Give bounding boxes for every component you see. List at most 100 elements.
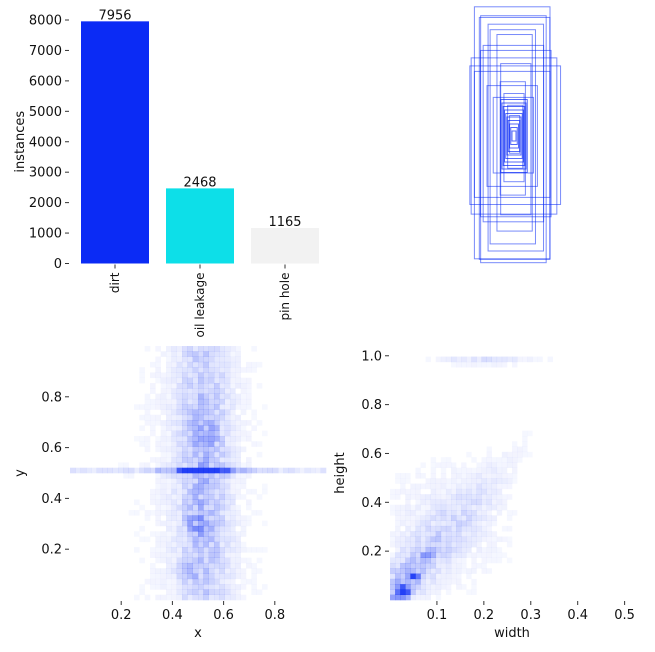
heatmap-cell: [224, 536, 231, 543]
heatmap-cell: [425, 478, 431, 484]
heatmap-cell: [430, 557, 437, 564]
heatmap-cell: [187, 589, 193, 596]
heatmap-cell: [456, 552, 462, 558]
heatmap-cell: [182, 398, 188, 405]
heatmap-cell: [315, 467, 321, 474]
heatmap-cell: [466, 499, 472, 506]
heatmap-cell: [390, 578, 396, 585]
heatmap-cell: [86, 467, 92, 474]
heatmap-cell: [139, 436, 145, 442]
heatmap-cell: [150, 552, 156, 558]
heatmap-cell: [171, 446, 177, 453]
heatmap-cell: [192, 488, 199, 495]
heatmap-cell: [420, 547, 426, 553]
heatmap-cell: [230, 351, 236, 357]
heatmap-cell: [461, 515, 467, 521]
heatmap-cell: [182, 388, 188, 394]
heatmap-cell: [171, 568, 177, 574]
heatmap-cell: [257, 383, 263, 389]
heatmap-cell: [198, 589, 204, 596]
heatmap-cell: [160, 483, 167, 490]
heatmap-cell: [522, 436, 527, 442]
heatmap-cell: [166, 483, 172, 490]
heatmap-cell: [176, 483, 183, 490]
heatmap-cell: [182, 547, 188, 553]
heatmap-cell: [471, 468, 476, 474]
heatmap-cell: [224, 398, 231, 405]
heatmap-cell: [166, 515, 172, 521]
heatmap-cell: [415, 536, 421, 543]
heatmap-cell: [390, 537, 395, 543]
heatmap-cell: [214, 515, 220, 521]
heatmap-cell: [102, 467, 108, 474]
heatmap-cell: [176, 420, 183, 426]
heatmap-cell: [155, 393, 161, 400]
heatmap-cell: [182, 494, 188, 500]
heatmap-cell: [160, 568, 167, 574]
heatmap-cell: [230, 409, 236, 416]
heatmap-cell: [512, 478, 517, 484]
heatmap-cell: [150, 499, 156, 506]
heatmap-cell: [486, 462, 492, 469]
heatmap-cell: [230, 414, 236, 421]
heatmap-cell: [150, 420, 156, 426]
heatmap-cell: [144, 346, 151, 352]
heatmap-cell: [155, 356, 161, 363]
heatmap-cell: [171, 425, 177, 431]
heatmap-cell: [240, 473, 247, 479]
heatmap-cell: [160, 499, 167, 506]
heatmap-cell: [230, 515, 236, 521]
heatmap-cell: [486, 557, 492, 564]
heatmap-cell: [240, 383, 247, 389]
heatmap-cell: [240, 483, 247, 490]
heatmap-cell: [496, 547, 503, 553]
heatmap-cell: [240, 494, 247, 500]
heatmap-cell: [395, 473, 400, 479]
heatmap-cell: [445, 541, 452, 548]
heatmap-cell: [240, 520, 247, 527]
heatmap-cell: [435, 562, 442, 569]
heatmap-cell: [512, 457, 518, 463]
heatmap-cell: [144, 441, 151, 447]
heatmap-cell: [198, 457, 204, 463]
heatmap-cell: [262, 547, 268, 553]
heatmap-cell: [491, 361, 498, 368]
heatmap-cell: [400, 478, 406, 484]
heatmap-cell: [214, 568, 220, 574]
heatmap-cell: [203, 457, 209, 463]
heatmap-cell: [395, 478, 400, 484]
heatmap-cell: [198, 377, 204, 384]
heatmap-cell: [415, 531, 421, 537]
heatmap-cell: [395, 504, 401, 511]
label-box: [504, 109, 524, 163]
heatmap-cell: [425, 515, 431, 521]
heatmap-cell: [246, 388, 252, 394]
heatmap-cell: [390, 541, 396, 548]
heatmap-cell: [410, 547, 416, 553]
heatmap-cell: [395, 525, 401, 532]
heatmap-cell: [256, 547, 263, 553]
heatmap-cell: [400, 589, 406, 596]
heatmap-cell: [192, 398, 199, 405]
heatmap-cell: [192, 425, 199, 431]
heatmap-cell: [214, 372, 220, 379]
heatmap-cell: [400, 573, 406, 580]
heatmap-cell: [187, 435, 193, 442]
heatmap-cell: [166, 552, 172, 558]
y-tick-label: 0.4: [361, 496, 382, 511]
heatmap-cell: [235, 589, 241, 596]
y-tick-label: 1.0: [361, 349, 382, 364]
heatmap-cell: [182, 414, 188, 421]
heatmap-cell: [240, 377, 247, 384]
heatmap-cell: [537, 356, 543, 363]
heatmap-cell: [440, 499, 447, 506]
heatmap-cell: [496, 510, 503, 516]
heatmap-cell: [219, 536, 225, 543]
heatmap-cell: [182, 584, 188, 590]
heatmap-cell: [410, 515, 416, 521]
heatmap-cell: [219, 420, 225, 426]
heatmap-cell: [256, 510, 263, 516]
heatmap-cell: [461, 520, 467, 527]
heatmap-cell: [415, 584, 421, 590]
heatmap-cell: [187, 573, 193, 580]
